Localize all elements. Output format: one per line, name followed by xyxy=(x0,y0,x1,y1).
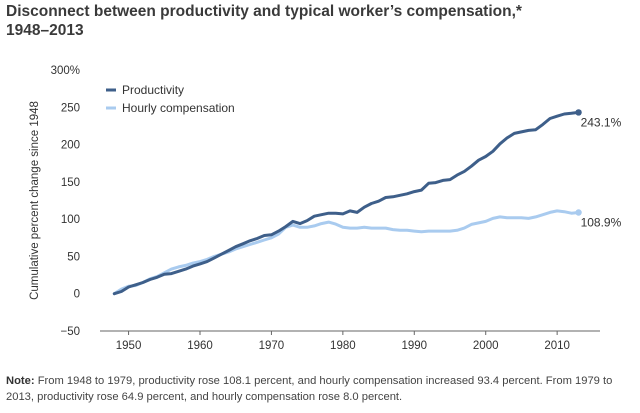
x-tick-label: 1960 xyxy=(187,340,213,352)
y-tick-label: 50 xyxy=(67,251,80,263)
y-tick-label: 0 xyxy=(74,289,80,301)
note-label: Note: xyxy=(6,375,35,387)
series-end-point xyxy=(575,209,582,216)
x-tick-label: 1970 xyxy=(259,340,285,352)
legend-entry: Productivity xyxy=(122,83,184,97)
y-tick-label: 100 xyxy=(61,214,80,226)
note-text: From 1948 to 1979, productivity rose 108… xyxy=(6,375,613,403)
series-end-label: 243.1% xyxy=(581,115,622,129)
x-tick-label: 2000 xyxy=(473,340,499,352)
y-tick-label: 200 xyxy=(61,140,80,152)
series-end-label: 108.9% xyxy=(581,216,622,230)
chart-note: Note: From 1948 to 1979, productivity ro… xyxy=(6,373,632,405)
y-tick-label: 250 xyxy=(61,102,80,114)
x-tick-label: 1990 xyxy=(401,340,427,352)
series-end-point xyxy=(575,109,582,116)
y-tick-label: 300% xyxy=(51,65,80,77)
x-tick-label: 2010 xyxy=(544,340,570,352)
series-line-productivity xyxy=(112,110,581,296)
line-chart: Cumulative percent change since 1948 300%… xyxy=(29,65,622,352)
legend-entry: Hourly compensation xyxy=(122,101,235,115)
y-axis-label: Cumulative percent change since 1948 xyxy=(29,101,41,300)
y-tick-label: −50 xyxy=(60,326,80,338)
x-tick-label: 1980 xyxy=(330,340,356,352)
chart-title: Disconnect between productivity and typi… xyxy=(6,3,522,39)
y-tick-label: 150 xyxy=(61,177,80,189)
series-line-hourly-compensation xyxy=(112,209,581,296)
x-tick-label: 1950 xyxy=(116,340,142,352)
